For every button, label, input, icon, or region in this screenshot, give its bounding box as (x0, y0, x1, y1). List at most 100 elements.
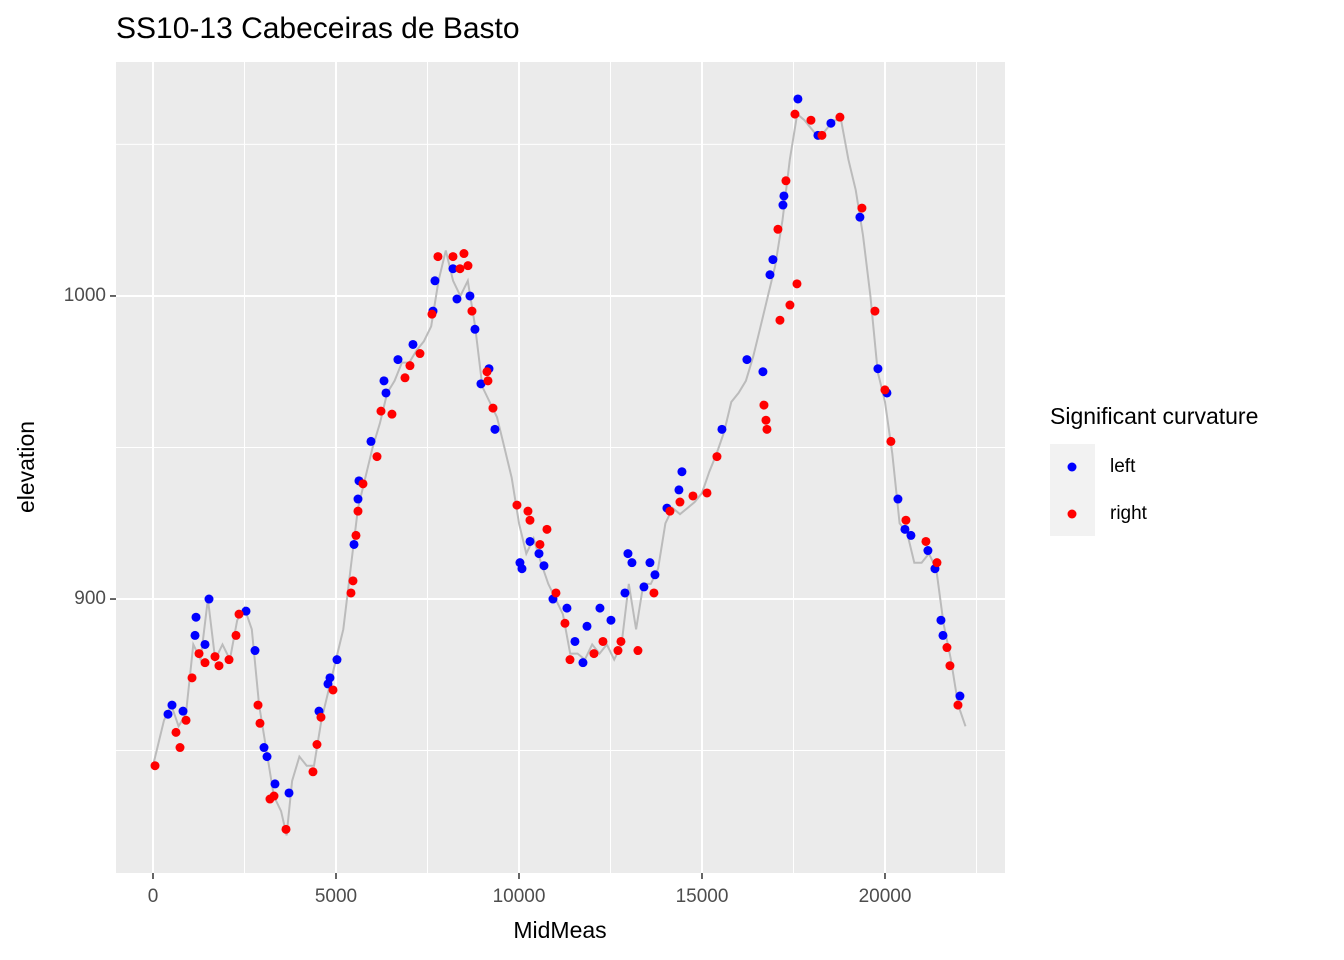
point (255, 718, 265, 728)
point (570, 636, 580, 646)
point (517, 564, 527, 574)
point (880, 385, 890, 395)
point (379, 376, 389, 386)
point (953, 700, 963, 710)
point (281, 824, 291, 834)
point (785, 300, 795, 310)
point (163, 709, 173, 719)
point (765, 270, 775, 280)
point (150, 761, 160, 771)
point (465, 291, 475, 301)
point (582, 621, 592, 631)
point (639, 582, 649, 592)
y-tick-label: 900 (74, 588, 106, 609)
point (712, 452, 722, 462)
legend-label: right (1110, 503, 1148, 524)
point (430, 276, 440, 286)
point (945, 661, 955, 671)
chart-title: SS10-13 Cabeceiras de Basto (116, 12, 520, 45)
point (525, 515, 535, 525)
point (775, 315, 785, 325)
point (900, 524, 910, 534)
point (649, 588, 659, 598)
point (448, 264, 458, 274)
point (793, 94, 803, 104)
point (893, 494, 903, 504)
point (284, 788, 294, 798)
point (645, 558, 655, 568)
point (358, 479, 368, 489)
legend-key (1067, 462, 1077, 472)
point (259, 743, 269, 753)
point (387, 409, 397, 419)
legend: left right (1067, 456, 1148, 524)
point (955, 691, 965, 701)
point (171, 727, 181, 737)
point (578, 658, 588, 668)
point (773, 224, 783, 234)
point (598, 636, 608, 646)
point (405, 361, 415, 371)
point (231, 630, 241, 640)
point (190, 630, 200, 640)
point (470, 324, 480, 334)
x-tick-label: 0 (148, 886, 159, 907)
point (204, 594, 214, 604)
point (650, 570, 660, 580)
point (525, 536, 535, 546)
point (523, 506, 533, 516)
point (870, 306, 880, 316)
point (857, 203, 867, 213)
point (539, 561, 549, 571)
point (835, 112, 845, 122)
point (200, 658, 210, 668)
point (792, 279, 802, 289)
point (551, 588, 561, 598)
point (817, 130, 827, 140)
legend-label: left (1110, 456, 1136, 477)
point (565, 655, 575, 665)
point (433, 252, 443, 262)
point (938, 630, 948, 640)
point (482, 367, 492, 377)
point (688, 491, 698, 501)
point (353, 494, 363, 504)
point (191, 612, 201, 622)
point (702, 488, 712, 498)
point (262, 752, 272, 762)
point (490, 424, 500, 434)
point (781, 176, 791, 186)
point (241, 606, 251, 616)
point (936, 615, 946, 625)
point (308, 767, 318, 777)
panel (116, 62, 1005, 873)
point (463, 261, 473, 271)
point (677, 467, 687, 477)
point (560, 618, 570, 628)
point (932, 558, 942, 568)
x-axis-title: MidMeas (513, 917, 606, 943)
point (455, 264, 465, 274)
point (675, 497, 685, 507)
point (759, 400, 769, 410)
point (452, 294, 462, 304)
point (665, 506, 675, 516)
point (269, 791, 279, 801)
point (194, 649, 204, 659)
point (512, 500, 522, 510)
point (674, 485, 684, 495)
point (886, 436, 896, 446)
point (372, 452, 382, 462)
point (448, 252, 458, 262)
point (942, 643, 952, 653)
point (627, 558, 637, 568)
point (427, 309, 437, 319)
point (312, 740, 322, 750)
point (758, 367, 768, 377)
point (400, 373, 410, 383)
point (325, 673, 335, 683)
point (768, 255, 778, 265)
point (250, 646, 260, 656)
point (181, 715, 191, 725)
point (606, 615, 616, 625)
